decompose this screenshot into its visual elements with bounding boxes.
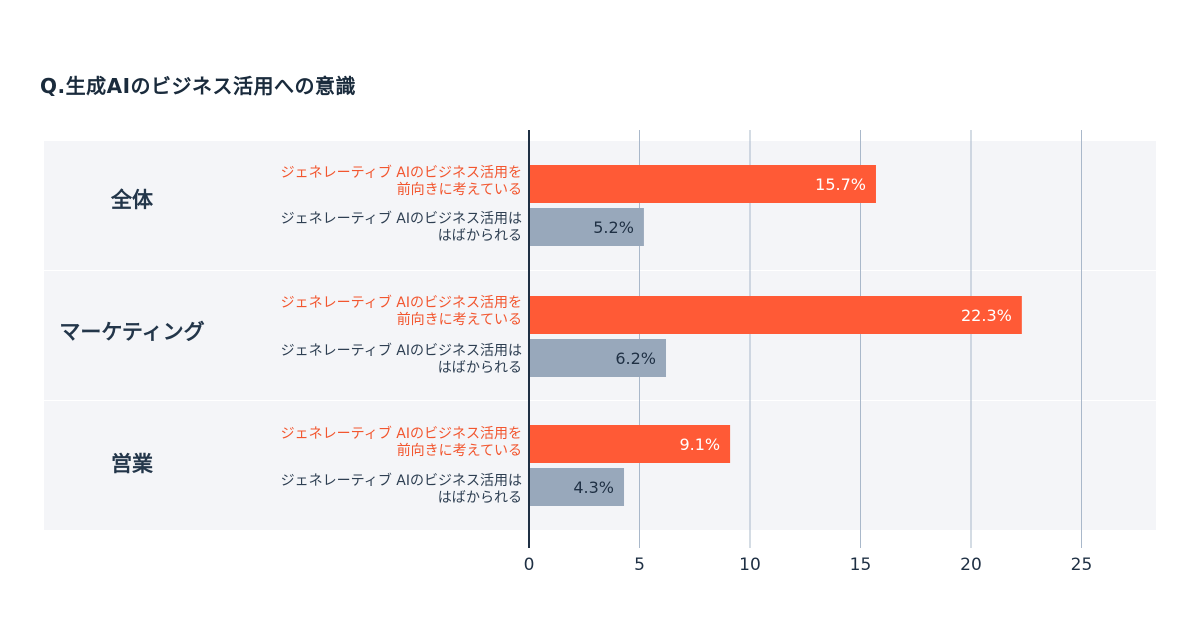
bar-positive-1 — [529, 296, 1022, 334]
series-label-line2: はばかられる — [437, 490, 522, 506]
x-tick-label-0: 0 — [524, 555, 535, 575]
series-label-line2: はばかられる — [437, 360, 522, 376]
bar-uncertain-1 — [529, 339, 667, 377]
series-label-uncertain-sales: ジェネレーティブ AIのビジネス活用は はばかられる — [222, 473, 522, 507]
x-tick-label-25: 25 — [1071, 555, 1093, 575]
series-label-line2: 前向きに考えている — [396, 312, 522, 328]
series-label-uncertain-marketing: ジェネレーティブ AIのビジネス活用は はばかられる — [222, 343, 522, 377]
x-tick-label-5: 5 — [634, 555, 645, 575]
series-label-line1: ジェネレーティブ AIのビジネス活用は — [280, 211, 522, 227]
bar-uncertain-0 — [529, 208, 644, 246]
x-tick-label-10: 10 — [739, 555, 761, 575]
series-label-line2: 前向きに考えている — [396, 182, 522, 198]
x-tick-label-15: 15 — [850, 555, 872, 575]
series-label-positive-sales: ジェネレーティブ AIのビジネス活用を 前向きに考えている — [222, 426, 522, 460]
chart-title: Q.生成AIのビジネス活用への意識 — [40, 74, 357, 98]
bar-value-label-positive-1: 22.3% — [961, 306, 1012, 325]
group-label-sales: 営業 — [111, 452, 153, 476]
series-label-line1: ジェネレーティブ AIのビジネス活用を — [280, 165, 522, 181]
group-label-all: 全体 — [111, 188, 153, 212]
series-label-uncertain-all: ジェネレーティブ AIのビジネス活用は はばかられる — [222, 211, 522, 245]
series-label-positive-all: ジェネレーティブ AIのビジネス活用を 前向きに考えている — [222, 165, 522, 199]
bar-positive-0 — [529, 165, 876, 203]
series-label-line1: ジェネレーティブ AIのビジネス活用を — [280, 295, 522, 311]
series-label-line2: はばかられる — [437, 228, 522, 244]
bar-value-label-uncertain-0: 5.2% — [593, 218, 634, 237]
series-label-line1: ジェネレーティブ AIのビジネス活用は — [280, 343, 522, 359]
bar-value-label-positive-0: 15.7% — [815, 175, 866, 194]
series-label-line1: ジェネレーティブ AIのビジネス活用を — [280, 426, 522, 442]
bar-value-label-positive-2: 9.1% — [679, 435, 720, 454]
series-label-line2: 前向きに考えている — [396, 443, 522, 459]
group-label-marketing: マーケティング — [59, 320, 205, 344]
bar-value-label-uncertain-1: 6.2% — [615, 349, 656, 368]
bar-value-label-uncertain-2: 4.3% — [573, 478, 614, 497]
x-tick-label-20: 20 — [960, 555, 982, 575]
bar-positive-2 — [529, 425, 731, 463]
x-axis: 0 5 10 15 20 25 — [524, 130, 1093, 575]
bar-uncertain-2 — [529, 468, 625, 506]
series-label-line1: ジェネレーティブ AIのビジネス活用は — [280, 473, 522, 489]
series-label-positive-marketing: ジェネレーティブ AIのビジネス活用を 前向きに考えている — [222, 295, 522, 329]
bars: 15.7% 5.2% 22.3% 6.2% 9.1% 4.3% — [529, 165, 1022, 506]
